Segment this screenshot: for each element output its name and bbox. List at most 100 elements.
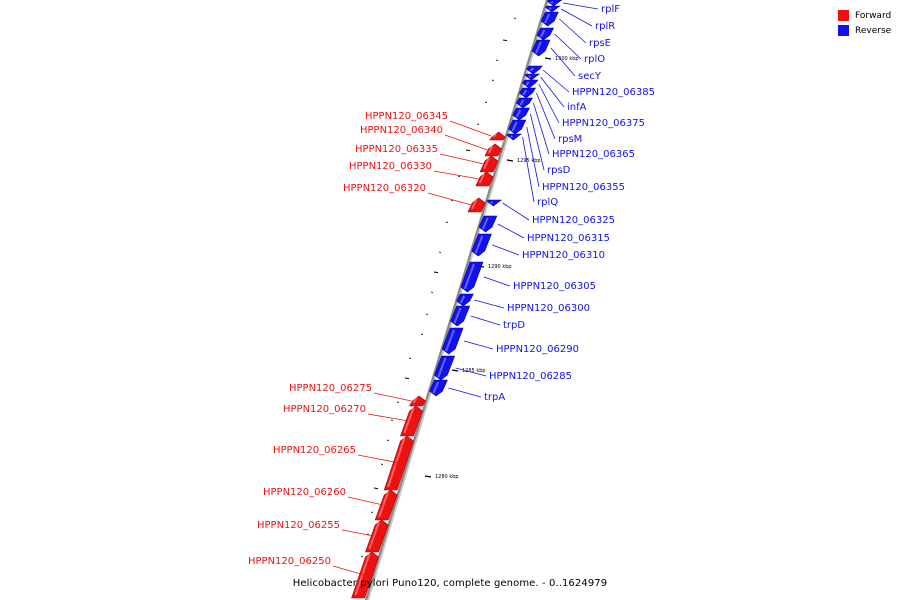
gene-leader-line [347,496,384,506]
gene-shading [525,81,530,86]
gene-label-hppn120-06305: HPPN120_06305 [513,281,596,292]
gene-label-hppn120-06365: HPPN120_06365 [552,149,635,160]
gene-trpd [450,305,471,327]
gene-block [456,293,474,307]
gene-block [524,73,540,81]
gene-block [540,11,559,27]
legend-swatch-forward [838,10,849,21]
gene-block [522,79,539,89]
gene-leader-line [540,76,565,108]
gene-leader-line [542,69,570,93]
minor-tick [387,439,389,442]
gene-block [546,0,563,7]
map-caption: Helicobacter pylori Puno120, complete ge… [292,578,608,589]
minor-tick [367,533,369,536]
legend-label-reverse: Reverse [855,25,892,36]
gene-label-hppn120-06285: HPPN120_06285 [489,371,572,382]
gene-hppn120-06290 [441,327,464,355]
gene-label-hppn120-06250: HPPN120_06250 [248,556,331,567]
gene-rplq [506,133,522,141]
gene-shading [471,199,478,210]
gene-leader-line [502,202,530,221]
gene-leader-line [533,102,550,155]
gene-leader-line [560,8,593,27]
gene-secy [531,39,551,57]
minor-tick [431,291,433,294]
minor-tick [485,101,487,104]
gene-block [441,327,464,355]
gene-label-hppn120-06345: HPPN120_06345 [365,111,448,122]
gene-block [526,65,543,75]
gene-block [516,97,533,109]
gene-label-hppn120-06265: HPPN120_06265 [273,445,356,456]
gene-block [536,27,555,41]
gene-shading [474,235,484,254]
legend-item-forward: Forward [838,8,891,23]
minor-tick [458,175,460,178]
gene-block [475,171,494,187]
minor-tick [391,419,393,422]
legend-swatch-reverse [838,25,849,36]
gene-block [471,233,492,257]
gene-label-hppn120-06275: HPPN120_06275 [289,383,372,394]
gene-hppn120-06385 [526,65,543,75]
gene-shading [511,121,518,132]
gene-block [429,379,448,397]
gene-label-rplf: rplF [601,4,620,15]
gene-label-hppn120-06270: HPPN120_06270 [283,404,366,415]
gene-hppn120-06355 [508,119,527,135]
gene-label-rpsm: rpsM [558,134,582,145]
gene-leader-line [444,134,488,151]
gene-leader-line [536,92,556,140]
gene-label-infa: infA [567,102,587,113]
gene-block [351,551,379,599]
gene-hppn120-06325 [486,199,502,207]
legend-item-reverse: Reverse [838,23,891,38]
gene-shading [459,295,466,304]
gene-shading [535,41,542,54]
gene-leader-line [470,315,501,326]
gene-shading [490,201,494,204]
gene-label-hppn120-06375: HPPN120_06375 [562,118,645,129]
gene-hppn120-06275 [408,395,426,407]
tick-label-1295-kbp: 1295 kbp [517,158,541,164]
gene-leader-line [367,413,409,422]
minor-tick [409,357,411,360]
gene-hppn120-06315 [478,215,498,233]
gene-shading [412,397,418,404]
minor-tick [381,463,383,466]
tick-layer: 1300 kbp 1295 kbp 1290 kbp 1285 kbp 1280 kbp [361,17,579,558]
minor-tick [496,59,498,62]
gene-label-hppn120-06385: HPPN120_06385 [572,87,655,98]
gene-leader-line [526,126,540,188]
gene-leader-line [492,244,520,256]
minor-tick [439,251,441,254]
gene-shading [478,173,485,184]
gene-leader-line [562,2,599,10]
gene-label-rplq: rplQ [537,197,558,208]
gene-rplr [544,5,561,13]
gene-block [519,87,536,99]
legend: Forward Reverse [838,8,891,38]
minor-tick [502,39,508,42]
gene-hppn120-06375 [522,79,539,89]
gene-hppn120-06285 [434,355,456,381]
gene-hppn120-06305 [460,261,484,293]
gene-block [531,39,551,57]
gene-block [450,305,471,327]
gene-shading [528,75,532,78]
gene-shading [463,263,475,290]
gene-leader-line [341,529,375,537]
minor-tick [373,487,379,490]
tick-label-1280-kbp: 1280 kbp [435,474,459,480]
minor-tick [361,555,363,558]
gene-label-rplr: rplR [595,21,615,32]
backbone-line [364,0,549,600]
gene-leader-line [554,33,582,60]
gene-trpa [429,379,448,397]
gene-leader-line [448,387,482,398]
minor-tick [421,333,423,336]
gene-shading [515,109,522,118]
gene-hppn120-06365 [516,97,533,109]
